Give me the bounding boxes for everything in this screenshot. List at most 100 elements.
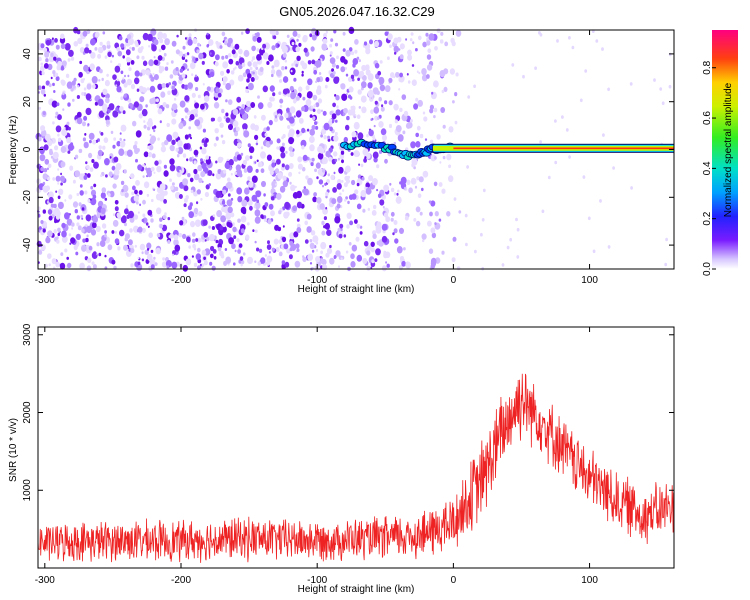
noise-speck	[296, 227, 302, 233]
noise-speck	[75, 233, 81, 241]
noise-speck	[378, 76, 385, 85]
noise-speck	[350, 261, 356, 268]
noise-speck	[120, 124, 127, 132]
noise-speck	[176, 154, 180, 158]
noise-speck	[50, 52, 54, 58]
noise-speck	[310, 230, 316, 236]
noise-speck	[379, 199, 385, 206]
noise-speck	[179, 169, 182, 172]
noise-speck	[415, 48, 418, 52]
noise-speck	[233, 262, 236, 266]
noise-speck	[311, 59, 316, 65]
noise-speck	[78, 71, 83, 78]
noise-speck	[91, 222, 97, 229]
noise-speck	[153, 74, 159, 81]
noise-speck	[112, 110, 119, 118]
noise-speck	[441, 188, 446, 194]
noise-speck	[414, 185, 418, 189]
noise-speck	[188, 126, 191, 130]
noise-speck	[275, 168, 280, 174]
noise-speck	[104, 158, 110, 166]
noise-speck	[43, 47, 48, 53]
noise-speck	[357, 132, 364, 140]
noise-speck	[285, 211, 290, 217]
noise-speck	[163, 170, 169, 177]
noise-speck	[320, 241, 327, 250]
noise-speck	[246, 78, 250, 83]
noise-speck	[368, 129, 374, 137]
noise-speck	[221, 55, 225, 60]
noise-speck	[51, 258, 57, 265]
noise-speck	[53, 207, 60, 216]
noise-speck	[315, 249, 319, 252]
noise-speck	[352, 58, 359, 65]
noise-speck	[422, 239, 425, 243]
snr-x-ticks: -300 -200 -100 0 100	[35, 327, 598, 586]
noise-speck	[399, 43, 405, 50]
noise-speck	[254, 161, 257, 164]
noise-speck	[100, 132, 104, 136]
noise-speck	[399, 181, 402, 185]
noise-speck	[196, 201, 199, 205]
noise-speck	[172, 253, 175, 256]
noise-speck	[64, 248, 68, 253]
noise-speck	[245, 234, 250, 240]
noise-speck	[55, 125, 62, 133]
x-tick-label: 0	[451, 275, 457, 286]
noise-speck	[70, 237, 76, 244]
noise-speck	[151, 44, 157, 52]
noise-speck	[367, 207, 370, 211]
noise-speck	[410, 32, 414, 36]
noise-speck	[89, 139, 92, 144]
noise-speck	[395, 196, 402, 204]
noise-speck	[242, 217, 246, 221]
noise-speck	[356, 182, 360, 187]
noise-speck	[354, 219, 358, 224]
noise-speck	[442, 155, 446, 160]
noise-speck	[397, 189, 400, 193]
noise-speck	[243, 49, 250, 58]
noise-speck	[85, 161, 88, 165]
noise-speck	[125, 233, 130, 240]
noise-speck	[556, 39, 559, 43]
y-tick-label: 2000	[22, 401, 33, 424]
noise-speck	[152, 72, 155, 76]
noise-speck	[276, 192, 282, 200]
noise-speck	[114, 206, 119, 212]
noise-speck	[182, 53, 186, 58]
noise-speck	[157, 83, 163, 91]
noise-speck	[630, 186, 633, 190]
noise-speck	[148, 232, 153, 238]
colorbar-tick-label: 0.6	[702, 111, 713, 125]
noise-speck	[326, 247, 333, 255]
noise-speck	[571, 45, 575, 50]
noise-speck	[234, 131, 239, 137]
noise-speck	[290, 91, 296, 100]
noise-speck	[266, 154, 272, 161]
noise-speck	[328, 156, 333, 162]
noise-speck	[336, 55, 339, 60]
noise-speck	[232, 108, 239, 116]
noise-speck	[114, 238, 120, 245]
noise-speck	[386, 263, 390, 268]
noise-speck	[309, 114, 313, 118]
noise-speck	[221, 140, 226, 145]
noise-speck	[201, 142, 204, 146]
noise-speck	[359, 231, 363, 235]
noise-speck	[312, 196, 317, 203]
noise-speck	[135, 130, 142, 138]
noise-speck	[236, 96, 242, 103]
noise-speck	[125, 49, 131, 56]
noise-speck	[253, 115, 257, 119]
noise-speck	[302, 36, 308, 43]
noise-speck	[325, 191, 329, 197]
noise-speck	[668, 84, 672, 89]
noise-speck	[72, 201, 79, 208]
noise-speck	[186, 52, 190, 56]
noise-speck	[301, 127, 306, 134]
noise-speck	[206, 44, 209, 48]
noise-speck	[282, 225, 285, 228]
noise-speck	[100, 174, 103, 178]
colorbar-tick-label: 0.2	[702, 211, 713, 225]
noise-speck	[263, 217, 267, 222]
